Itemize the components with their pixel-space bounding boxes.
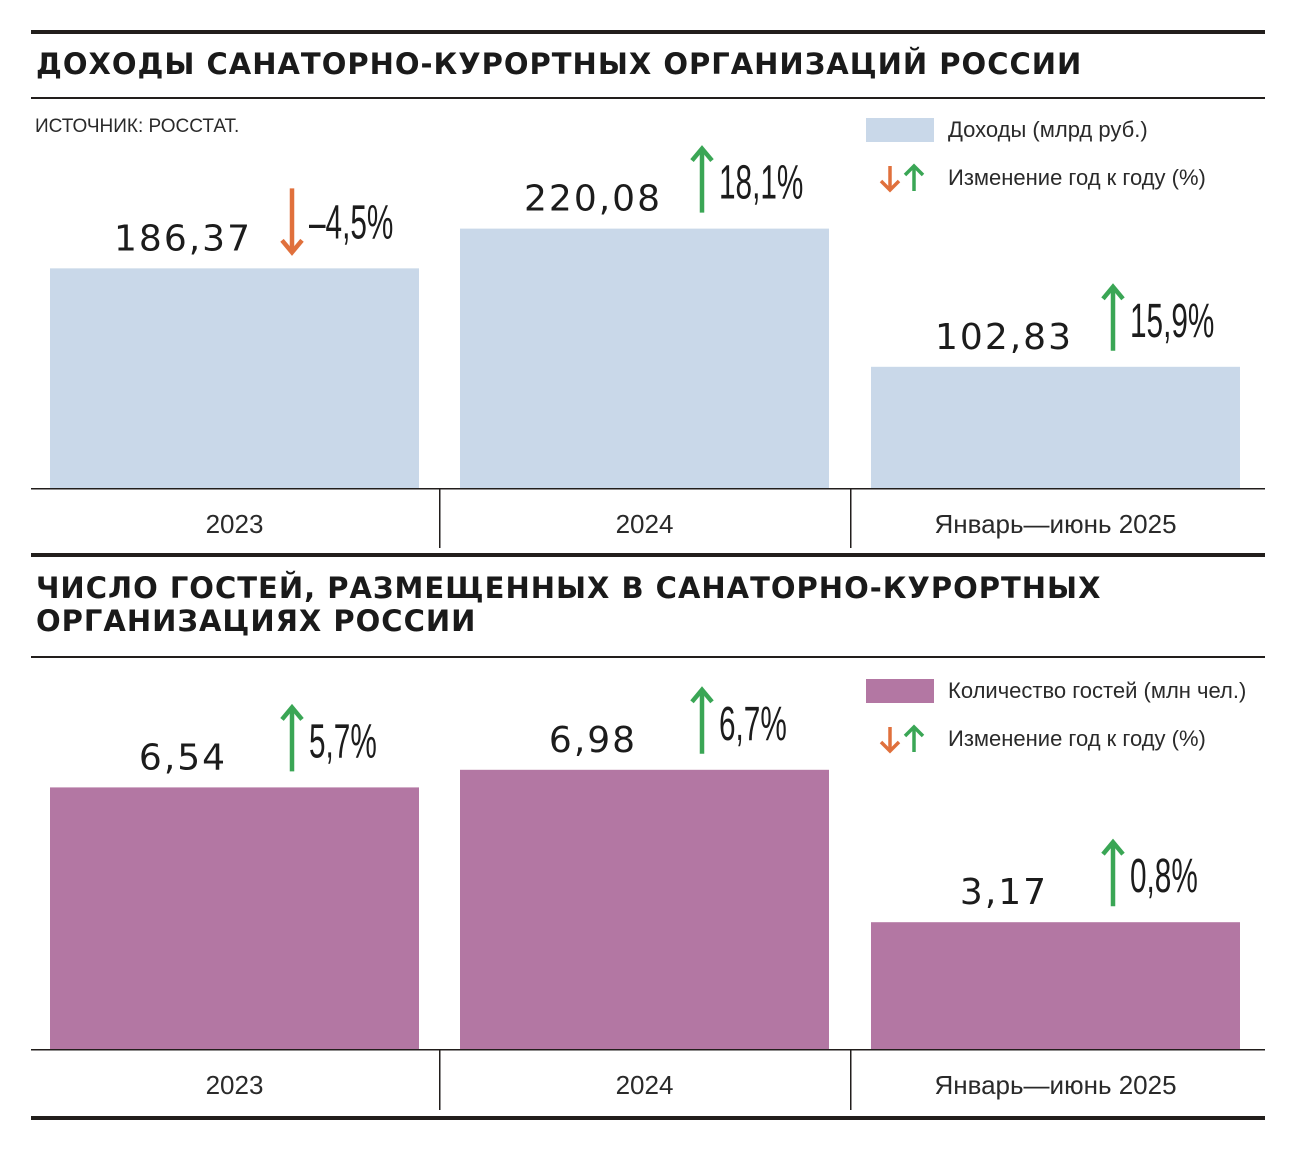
change-label: 18,1% [719,157,803,210]
chart2-legend-arrows [866,724,934,754]
change-label: 5,7% [309,715,377,768]
axis-divider [439,488,441,548]
chart2-legend-swatch [866,679,934,703]
change-label: 6,7% [719,698,787,751]
x-tick-label: Январь—июнь 2025 [934,1070,1176,1100]
data-label: 6,54 [139,737,227,778]
x-tick-label: 2024 [616,509,674,539]
bar [460,769,829,1049]
axis-baseline [31,1049,1265,1051]
legend-arrows-icon [879,724,925,754]
chart1-title: ДОХОДЫ САНАТОРНО-КУРОРТНЫХ ОРГАНИЗАЦИЙ Р… [36,47,1083,81]
change-label: 15,9% [1130,295,1214,348]
change-label: 0,8% [1130,850,1198,903]
chart2-legend-change-label: Изменение год к году (%) [948,726,1206,751]
arrow-up-icon [903,724,925,752]
chart1-legend-bar: Доходы (млрд руб.) [866,115,1148,145]
source-note: ИСТОЧНИК: РОССТАТ. [35,116,240,137]
data-label: 220,08 [524,179,662,220]
change-label: –4,5% [309,196,393,249]
arrow-up-icon [903,163,925,191]
axis-baseline [31,488,1265,490]
data-label: 3,17 [960,872,1048,913]
x-tick-label: 2023 [206,1070,264,1100]
chart2-legend-bar: Количество гостей (млн чел.) [866,676,1246,706]
chart2-title: ЧИСЛО ГОСТЕЙ, РАЗМЕЩЕННЫХ В САНАТОРНО-КУ… [36,571,1102,638]
arrow-up-icon [1101,283,1125,351]
data-label: 186,37 [114,218,252,259]
axis-divider [850,488,852,548]
arrow-up-icon [1101,838,1125,907]
chart1-legend-change-label: Изменение год к году (%) [948,165,1206,190]
arrow-down-icon [879,727,901,754]
arrow-down-icon [879,166,901,193]
bar [871,922,1240,1049]
arrow-up-icon [690,145,714,213]
x-tick-label: Январь—июнь 2025 [934,509,1176,539]
top-rule [31,30,1265,34]
axis-divider [439,1049,441,1110]
bar [871,366,1240,488]
chart1-plot: 2023 186,37 –4,5% 2024 220,08 18,1% Январь—июн… [31,145,1265,548]
chart1-title-rule [31,97,1265,99]
bar [50,268,419,488]
axis-divider [850,1049,852,1110]
chart2-title-rule [31,656,1265,658]
bar [50,787,419,1049]
data-label: 6,98 [549,720,637,761]
bar [460,228,829,488]
chart1-legend-swatch [866,118,934,142]
chart1-legend-bar-label: Доходы (млрд руб.) [948,117,1148,142]
arrow-up-icon [280,703,304,772]
bottom-rule [31,1116,1265,1120]
data-label: 102,83 [935,317,1073,358]
x-tick-label: 2023 [206,509,264,539]
chart1-legend-change: Изменение год к году (%) [866,163,1206,193]
chart2-legend-change: Изменение год к году (%) [866,724,1206,754]
arrow-up-icon [690,686,714,754]
chart2-top-rule [31,553,1265,557]
chart2-legend-bar-label: Количество гостей (млн чел.) [948,678,1247,703]
arrow-down-icon [280,188,304,256]
x-tick-label: 2024 [616,1070,674,1100]
chart1-legend-arrows [866,163,934,193]
legend-arrows-icon [879,163,925,193]
